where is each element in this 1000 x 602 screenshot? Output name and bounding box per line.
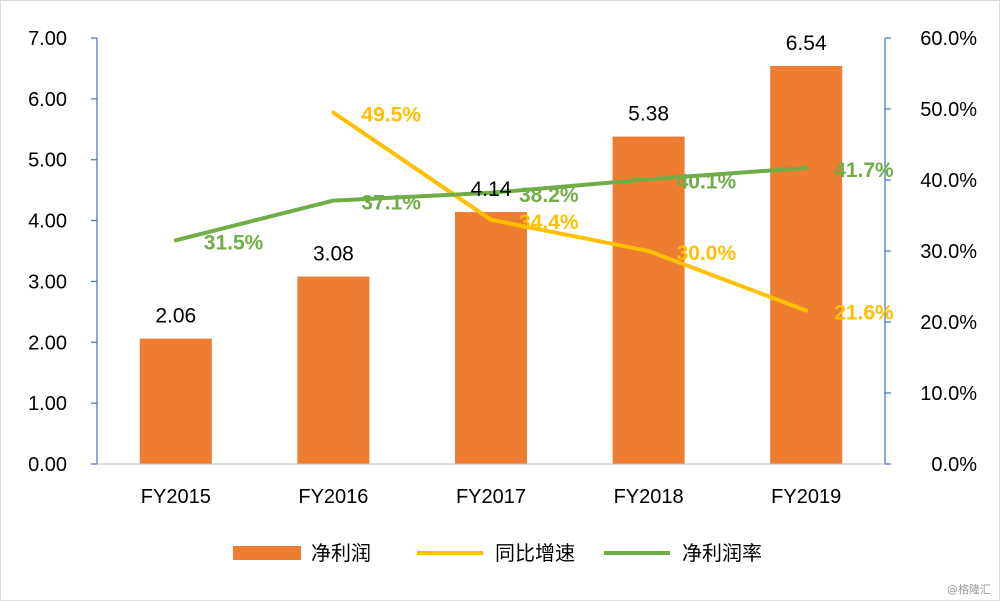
legend: 净利润 同比增速 净利润率 (233, 541, 762, 565)
legend-label: 净利润率 (682, 541, 762, 565)
bar-net-profit (297, 276, 370, 464)
left-axis-tick-label: 6.00 (28, 89, 67, 111)
line-net-margin (173, 165, 809, 243)
right-y-axis: 0.0% 10.0% 20.0% 30.0% 40.0% 50.0% 60.0% (884, 28, 977, 476)
bar-series (139, 65, 843, 465)
yoy-growth-data-label: 49.5% (361, 104, 421, 127)
left-y-axis: 0.00 1.00 2.00 3.00 4.00 5.00 6.00 7.00 (28, 28, 98, 476)
watermark-text: @格隆汇 (947, 582, 991, 596)
bar-data-label: 3.08 (313, 243, 354, 266)
x-axis: FY2015 FY2016 FY2017 FY2018 FY2019 (97, 463, 885, 508)
net-margin-data-label: 38.2% (519, 184, 579, 207)
right-axis-tick-label: 0.0% (931, 454, 977, 476)
right-axis-tick-label: 10.0% (920, 383, 977, 405)
right-axis-tick-label: 20.0% (920, 312, 977, 334)
yoy-growth-data-label: 21.6% (834, 302, 894, 325)
left-axis-tick-label: 3.00 (28, 271, 67, 293)
yoy-growth-data-label: 34.4% (519, 211, 579, 234)
net-margin-data-label: 40.1% (677, 170, 737, 193)
line-series (173, 110, 809, 313)
left-axis-tick-label: 1.00 (28, 393, 67, 415)
x-axis-category-label: FY2019 (771, 486, 841, 508)
bar-net-profit (139, 338, 212, 464)
left-axis-tick-label: 4.00 (28, 211, 67, 233)
net-margin-data-label: 41.7% (834, 159, 894, 182)
left-axis-tick-label: 5.00 (28, 150, 67, 172)
right-axis-tick-label: 50.0% (920, 99, 977, 121)
bar-data-label: 6.54 (786, 32, 827, 55)
x-axis-category-label: FY2018 (614, 486, 684, 508)
bar-net-profit (612, 136, 685, 465)
left-axis-tick-label: 2.00 (28, 332, 67, 354)
bar-net-profit (455, 212, 527, 464)
net-margin-data-label: 37.1% (361, 192, 421, 215)
x-axis-category-label: FY2017 (456, 486, 526, 508)
line-yoy-growth (331, 110, 809, 313)
bar-net-profit (770, 65, 843, 464)
legend-label: 净利润 (311, 541, 371, 565)
right-axis-tick-label: 40.0% (920, 170, 977, 192)
left-axis-tick-label: 7.00 (28, 28, 67, 50)
x-axis-category-label: FY2016 (298, 486, 368, 508)
yoy-growth-data-label: 30.0% (677, 242, 737, 265)
x-axis-category-label: FY2015 (141, 486, 211, 508)
legend-item-yoy-growth: 同比增速 (417, 541, 575, 565)
bar-data-label: 2.06 (155, 305, 196, 328)
net-margin-data-label: 31.5% (204, 231, 264, 254)
legend-swatch-bar (233, 546, 301, 560)
legend-label: 同比增速 (495, 541, 575, 565)
right-axis-tick-label: 30.0% (920, 241, 977, 263)
bar-data-label: 5.38 (628, 103, 669, 126)
left-axis-tick-label: 0.00 (28, 454, 67, 476)
bar-data-label: 4.14 (471, 178, 512, 201)
right-axis-tick-label: 60.0% (920, 28, 977, 50)
data-labels: 2.06 3.08 4.14 5.38 6.54 49.5% 34.4% 30.0% 21.6%… (155, 32, 894, 328)
legend-item-net-margin: 净利润率 (604, 541, 762, 565)
legend-item-net-profit: 净利润 (233, 541, 371, 565)
